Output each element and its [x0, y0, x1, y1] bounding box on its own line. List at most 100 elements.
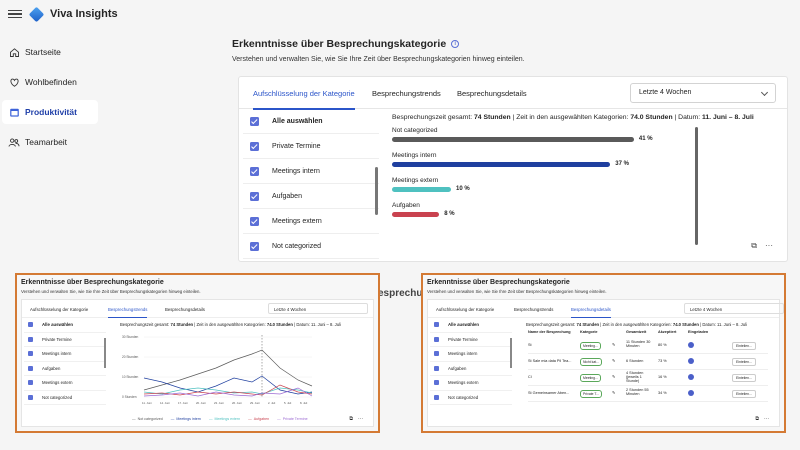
list-item[interactable]: Not categorized — [430, 391, 512, 405]
x-tick: 2. Juli — [268, 401, 276, 405]
more-options-icon[interactable]: ··· — [358, 416, 363, 422]
list-scrollbar[interactable] — [375, 167, 378, 215]
legend-item[interactable]: Meetings extern — [209, 417, 241, 421]
list-item[interactable]: Meetings extern — [243, 209, 379, 234]
tab-besprechungstrends[interactable]: Besprechungstrends — [372, 89, 441, 98]
category-pill[interactable]: Nicht kat... — [580, 358, 603, 366]
checkbox-icon[interactable] — [28, 351, 33, 357]
column-header[interactable]: Kategorie — [580, 330, 598, 334]
sidebar-item-wohlbefinden[interactable]: Wohlbefinden — [2, 70, 98, 94]
series-line-private-termine — [143, 387, 313, 397]
sidebar-item-teamarbeit[interactable]: Teamarbeit — [2, 130, 98, 154]
category-pill[interactable]: Meeting... — [580, 342, 601, 350]
list-item[interactable]: Meetings extern — [430, 376, 512, 391]
column-header[interactable]: Akzeptiert — [658, 330, 677, 334]
chart-scrollbar[interactable] — [695, 127, 698, 245]
period-dropdown[interactable]: Letzte 4 Wochen — [684, 303, 784, 314]
checkbox-icon[interactable] — [250, 241, 259, 251]
table-row[interactable]: Cl Meeting... ✎ 4 Stunden (jeweils 1 Stu… — [528, 370, 768, 386]
list-item-select-all[interactable]: Alle auswählen — [243, 109, 379, 134]
more-options-icon[interactable]: ··· — [764, 416, 769, 422]
list-item[interactable]: Alle auswählen — [24, 318, 106, 333]
legend-item[interactable]: Meetings intern — [171, 417, 201, 421]
checkbox-icon[interactable] — [250, 191, 259, 201]
schedule-button[interactable]: Einteilen... — [732, 342, 756, 350]
period-dropdown[interactable]: Letzte 4 Wochen — [630, 83, 776, 103]
tab-besprechungsdetails[interactable]: Besprechungsdetails — [165, 307, 205, 312]
edit-icon[interactable]: ✎ — [612, 375, 616, 379]
table-row[interactable]: St Gemeinsamer Aben... Private T... ✎ 2 … — [528, 386, 768, 402]
checkbox-icon[interactable] — [250, 166, 259, 176]
period-dropdown[interactable]: Letzte 4 Wochen — [268, 303, 368, 314]
info-icon[interactable]: i — [451, 40, 460, 48]
sidebar-item-produktivitaet[interactable]: Produktivität — [2, 100, 98, 124]
list-item[interactable]: Aufgaben — [24, 362, 106, 376]
sidebar-item-startseite[interactable]: Startseite — [2, 40, 98, 64]
legend-item[interactable]: Aufgaben — [248, 417, 269, 421]
share-icon[interactable]: ⧉ — [751, 241, 757, 250]
bar[interactable] — [392, 137, 634, 142]
checkbox-icon[interactable] — [28, 365, 33, 371]
share-icon[interactable]: ⧉ — [755, 416, 759, 422]
edit-icon[interactable]: ✎ — [612, 391, 616, 395]
checkbox-icon[interactable] — [434, 380, 439, 386]
list-item[interactable]: Not categorized — [24, 391, 106, 405]
checkbox-icon[interactable] — [250, 216, 259, 226]
tab-aufschluesselung[interactable]: Aufschlüsselung der Kategorie — [436, 307, 495, 312]
list-item[interactable]: Private Termine — [430, 333, 512, 347]
table-row[interactable]: St Meeting... ✎ 11 Stunden 30 Minuten 80… — [528, 338, 768, 354]
list-item[interactable]: Private Termine — [24, 333, 106, 347]
table-row[interactable]: St Sale mia data Pil Tea... Nicht kat...… — [528, 354, 768, 370]
bar[interactable] — [392, 162, 611, 167]
edit-icon[interactable]: ✎ — [612, 343, 616, 347]
checkbox-icon[interactable] — [434, 351, 439, 357]
tab-besprechungsdetails[interactable]: Besprechungsdetails — [571, 307, 611, 318]
tab-aufschluesselung[interactable]: Aufschlüsselung der Kategorie — [253, 89, 355, 110]
legend-item[interactable]: Not categorized — [132, 417, 163, 421]
calendar-icon — [8, 106, 20, 118]
checkbox-icon[interactable] — [28, 394, 33, 400]
bar[interactable] — [392, 212, 440, 217]
bar[interactable] — [392, 187, 451, 192]
list-scrollbar[interactable] — [510, 338, 512, 368]
list-item[interactable]: Meetings extern — [24, 376, 106, 391]
tab-besprechungstrends[interactable]: Besprechungstrends — [108, 307, 148, 318]
more-options-icon[interactable]: ··· — [765, 241, 773, 250]
checkbox-icon[interactable] — [434, 365, 439, 371]
bar-label: Meetings intern — [392, 152, 437, 159]
accepted-percent: 80 % — [658, 343, 667, 347]
edit-icon[interactable]: ✎ — [612, 359, 616, 363]
list-item[interactable]: Meetings intern — [430, 347, 512, 362]
legend-item[interactable]: Private Termine — [277, 417, 308, 421]
column-header[interactable]: Gesamtzeit — [626, 330, 647, 334]
list-item[interactable]: Aufgaben — [243, 184, 379, 209]
checkbox-icon[interactable] — [250, 116, 259, 126]
list-item[interactable]: Not categorized — [243, 234, 379, 259]
hamburger-menu-icon[interactable] — [8, 9, 22, 19]
checkbox-icon[interactable] — [28, 322, 33, 328]
list-scrollbar[interactable] — [104, 338, 106, 368]
checkbox-icon[interactable] — [28, 380, 33, 386]
column-header[interactable]: Eingeladen — [688, 330, 709, 334]
list-item[interactable]: Alle auswählen — [430, 318, 512, 333]
tab-besprechungsdetails[interactable]: Besprechungsdetails — [457, 89, 527, 98]
list-item[interactable]: Private Termine — [243, 134, 379, 159]
thumb-card: Aufschlüsselung der Kategorie Besprechun… — [427, 299, 784, 427]
list-item[interactable]: Meetings intern — [243, 159, 379, 184]
tab-aufschluesselung[interactable]: Aufschlüsselung der Kategorie — [30, 307, 89, 312]
list-item[interactable]: Meetings intern — [24, 347, 106, 362]
checkbox-icon[interactable] — [250, 141, 259, 151]
checkbox-icon[interactable] — [434, 336, 439, 342]
checkbox-icon[interactable] — [434, 322, 439, 328]
schedule-button[interactable]: Einteilen... — [732, 358, 756, 366]
list-item[interactable]: Aufgaben — [430, 362, 512, 376]
tab-besprechungstrends[interactable]: Besprechungstrends — [514, 307, 554, 312]
category-pill[interactable]: Private T... — [580, 390, 602, 398]
share-icon[interactable]: ⧉ — [349, 416, 353, 422]
checkbox-icon[interactable] — [434, 394, 439, 400]
checkbox-icon[interactable] — [28, 336, 33, 342]
column-header[interactable]: Name der Besprechung — [528, 330, 571, 334]
category-pill[interactable]: Meeting... — [580, 374, 601, 382]
schedule-button[interactable]: Einteilen... — [732, 390, 756, 398]
schedule-button[interactable]: Einteilen... — [732, 374, 756, 382]
